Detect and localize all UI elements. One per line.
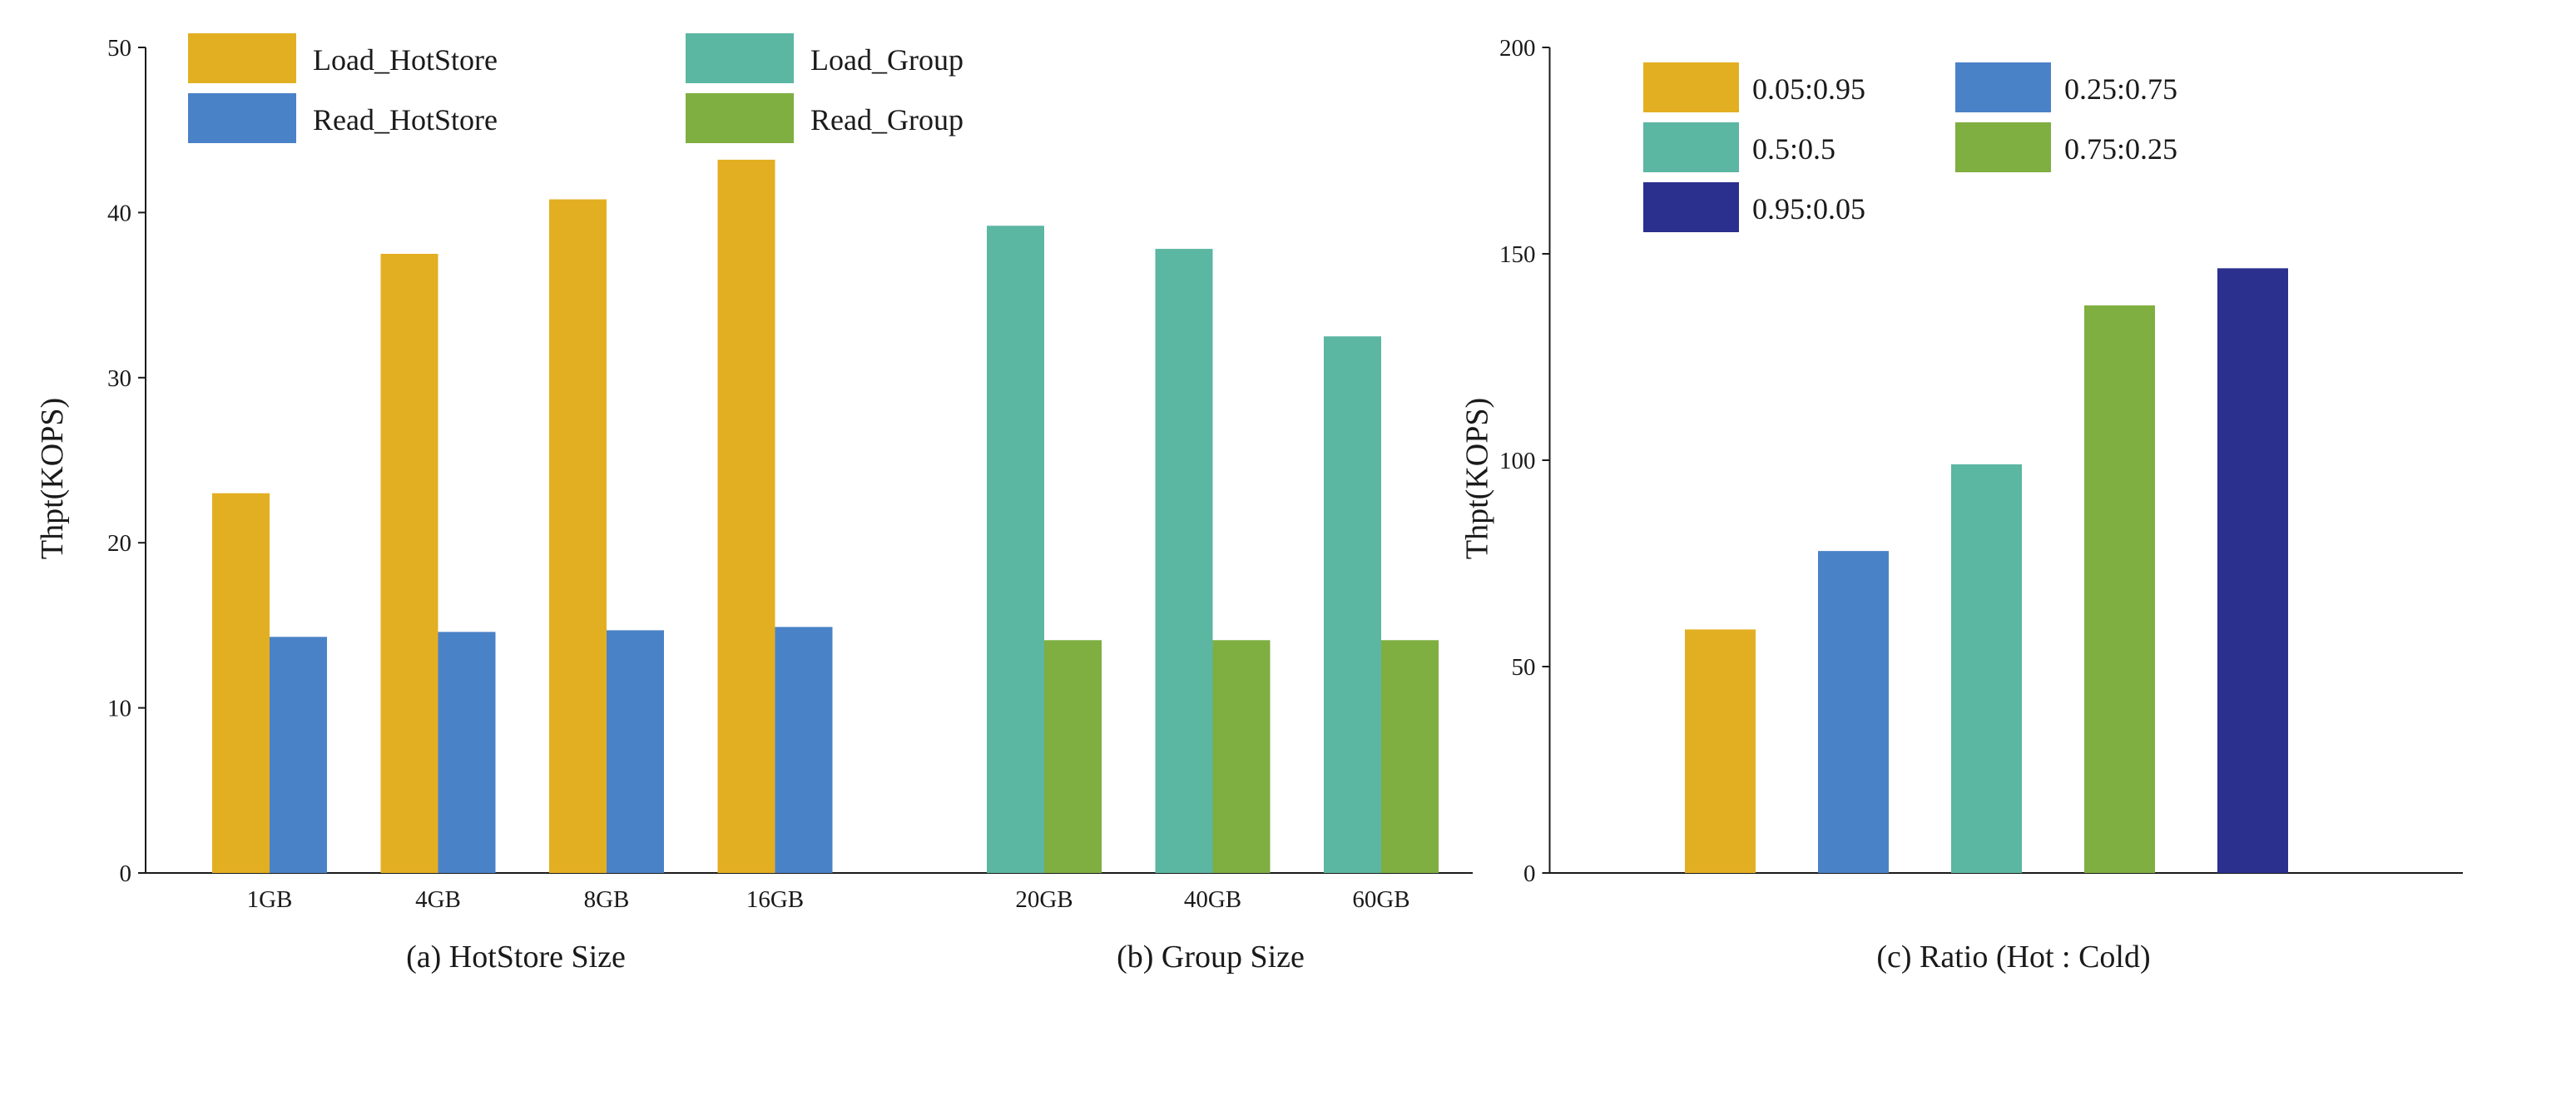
- legend-label-c: 0.5:0.5: [1752, 132, 1835, 166]
- legend-swatch: [188, 33, 296, 83]
- caption-b: (b) Group Size: [1117, 940, 1305, 974]
- y-tick-label: 10: [107, 696, 131, 722]
- bar-c-0-05-0-95: [1685, 629, 1756, 873]
- x-tick-label-b: 60GB: [1352, 886, 1409, 913]
- caption-c: (c) Ratio (Hot : Cold): [1876, 940, 2150, 974]
- legend-swatch: [686, 93, 794, 143]
- x-tick-label-a: 8GB: [584, 886, 630, 913]
- y-tick-label: 20: [107, 530, 131, 557]
- caption-a: (a) HotStore Size: [406, 940, 626, 974]
- legend-label-c: 0.25:0.75: [2064, 72, 2177, 106]
- legend-swatch: [188, 93, 296, 143]
- bar-b-read-group: [1212, 640, 1271, 873]
- bar-b-read-group: [1044, 640, 1102, 873]
- x-tick-label-a: 4GB: [415, 886, 461, 913]
- y-axis-title-c: Thpt(KOPS): [1460, 398, 1495, 559]
- legend-label: Read_HotStore: [313, 103, 498, 136]
- y-tick-label-c: 200: [1499, 35, 1536, 62]
- bar-c-0-25-0-75: [1818, 551, 1889, 873]
- bar-b-load-group: [987, 226, 1044, 874]
- bar-b-load-group: [1155, 249, 1213, 874]
- bar-a-load-hotstore: [549, 199, 607, 873]
- x-tick-label-a: 16GB: [746, 886, 804, 913]
- y-tick-label: 30: [107, 365, 131, 392]
- bar-a-load-hotstore: [380, 254, 438, 873]
- bar-c-0-95-0-05: [2217, 268, 2288, 873]
- x-tick-label-b: 20GB: [1015, 886, 1073, 913]
- bar-a-read-hotstore: [270, 637, 327, 873]
- legend-swatch-c: [1643, 62, 1739, 112]
- y-tick-label-c: 50: [1512, 654, 1536, 681]
- y-axis-title-ab: Thpt(KOPS): [35, 398, 70, 559]
- legend-label-c: 0.75:0.25: [2064, 132, 2177, 166]
- bar-c-0-75-0-25: [2084, 305, 2155, 873]
- y-tick-label: 40: [107, 200, 131, 226]
- y-tick-label-c: 150: [1499, 241, 1536, 268]
- bar-b-read-group: [1381, 640, 1439, 873]
- legend-swatch-c: [1643, 182, 1739, 232]
- legend-swatch-c: [1955, 62, 2051, 112]
- y-tick-label: 0: [120, 860, 132, 887]
- bar-a-load-hotstore: [212, 493, 270, 873]
- bar-b-load-group: [1324, 336, 1381, 873]
- bar-c-0-5-0-5: [1951, 464, 2022, 873]
- legend-swatch: [686, 33, 794, 83]
- legend-swatch-c: [1955, 122, 2051, 172]
- y-tick-label: 50: [107, 35, 131, 62]
- y-tick-label-c: 100: [1499, 448, 1536, 474]
- x-tick-label-a: 1GB: [247, 886, 293, 913]
- x-tick-label-b: 40GB: [1184, 886, 1241, 913]
- bar-a-read-hotstore: [438, 632, 496, 873]
- bar-a-read-hotstore: [607, 630, 664, 873]
- legend-label-c: 0.05:0.95: [1752, 72, 1865, 106]
- legend-label: Read_Group: [810, 103, 964, 136]
- bar-a-load-hotstore: [717, 159, 775, 874]
- y-tick-label-c: 0: [1523, 860, 1536, 887]
- legend-label: Load_HotStore: [313, 43, 498, 77]
- bar-a-read-hotstore: [775, 627, 833, 873]
- legend-label: Load_Group: [810, 43, 964, 77]
- legend-swatch-c: [1643, 122, 1739, 172]
- legend-label-c: 0.95:0.05: [1752, 192, 1865, 226]
